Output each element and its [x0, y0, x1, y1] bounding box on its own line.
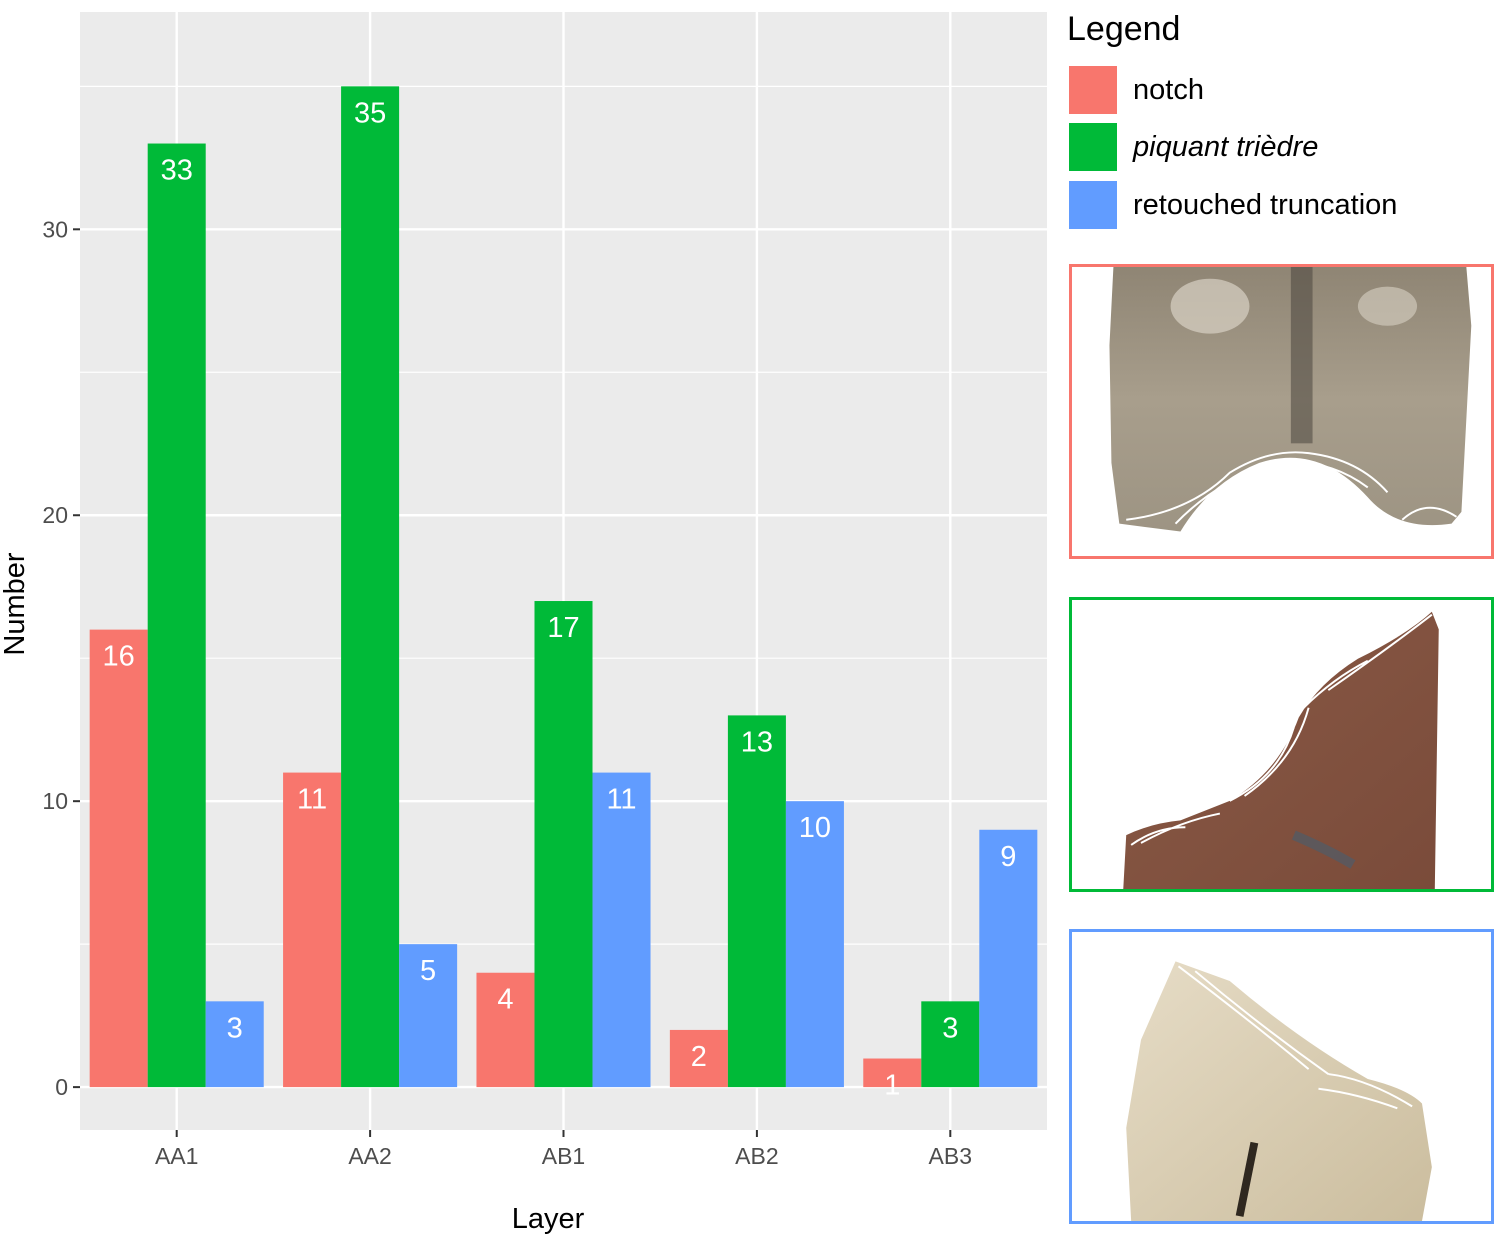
bars-group	[89, 86, 1038, 1088]
bar-retouched-truncation-aa2	[399, 944, 458, 1088]
bar-piquant-tri-dre-aa2	[341, 86, 400, 1088]
x-tick-label: AA2	[348, 1143, 391, 1169]
legend-item-notch: notch	[1069, 66, 1204, 114]
legend-swatch-notch	[1069, 66, 1117, 114]
legend-swatch-piquant-triedre	[1069, 123, 1117, 171]
bar-value-label: 5	[420, 955, 436, 987]
y-tick-label: 20	[42, 502, 68, 528]
bar-value-label: 4	[497, 984, 513, 1016]
legend-label-piquant-triedre: piquant trièdre	[1133, 130, 1319, 163]
x-tick-label: AA1	[155, 1143, 198, 1169]
bar-value-label: 1	[884, 1070, 900, 1102]
bar-value-label: 10	[799, 812, 831, 844]
y-axis: 0 10 20 30	[42, 216, 80, 1100]
bar-value-label: 3	[227, 1012, 243, 1044]
bar-notch-aa2	[283, 772, 342, 1088]
legend-item-piquant-triedre: piquant trièdre	[1069, 123, 1318, 171]
x-axis: AA1 AA2 AB1 AB2 AB3	[155, 1130, 972, 1169]
bar-retouched-truncation-ab2	[785, 801, 844, 1088]
bar-value-label: 35	[354, 97, 386, 129]
x-tick-label: AB3	[929, 1143, 972, 1169]
bar-notch-ab1	[476, 972, 535, 1088]
bar-value-label: 3	[942, 1012, 958, 1044]
y-axis-title: Number	[0, 552, 31, 655]
bar-notch-ab2	[669, 1029, 728, 1088]
bar-retouched-truncation-aa1	[205, 1001, 264, 1088]
bar-value-label: 13	[741, 726, 773, 758]
bar-piquant-tri-dre-aa1	[147, 143, 206, 1088]
bar-piquant-tri-dre-ab3	[921, 1001, 980, 1088]
y-tick-label: 30	[42, 216, 68, 242]
bar-retouched-truncation-ab1	[592, 772, 651, 1088]
y-tick-label: 10	[42, 788, 68, 814]
bar-notch-aa1	[89, 629, 148, 1088]
bar-notch-ab3	[863, 1058, 922, 1088]
retouched-truncation-artifact-photo	[1069, 929, 1494, 1224]
piquant-triedre-artifact-photo	[1069, 597, 1494, 892]
bar-value-label: 9	[1000, 841, 1016, 873]
bar-piquant-tri-dre-ab1	[534, 601, 593, 1088]
y-tick-label: 0	[55, 1074, 68, 1100]
x-axis-title: Layer	[512, 1203, 585, 1235]
bar-value-label: 2	[691, 1041, 707, 1073]
bar-value-label: 33	[161, 155, 193, 187]
bar-value-label: 16	[103, 641, 135, 673]
x-tick-label: AB2	[735, 1143, 778, 1169]
bar-value-label: 11	[606, 784, 636, 816]
legend-item-retouched-truncation: retouched truncation	[1069, 181, 1397, 229]
bar-retouched-truncation-ab3	[979, 829, 1038, 1088]
legend-label-retouched-truncation: retouched truncation	[1133, 188, 1398, 221]
x-tick-label: AB1	[542, 1143, 585, 1169]
bar-value-label: 17	[547, 612, 579, 644]
legend-label-notch: notch	[1133, 73, 1204, 106]
legend-title: Legend	[1067, 10, 1181, 48]
bar-value-label: 11	[297, 784, 327, 816]
bar-piquant-tri-dre-ab2	[727, 715, 786, 1088]
notch-artifact-photo	[1069, 264, 1494, 559]
legend-swatch-retouched-truncation	[1069, 181, 1117, 229]
